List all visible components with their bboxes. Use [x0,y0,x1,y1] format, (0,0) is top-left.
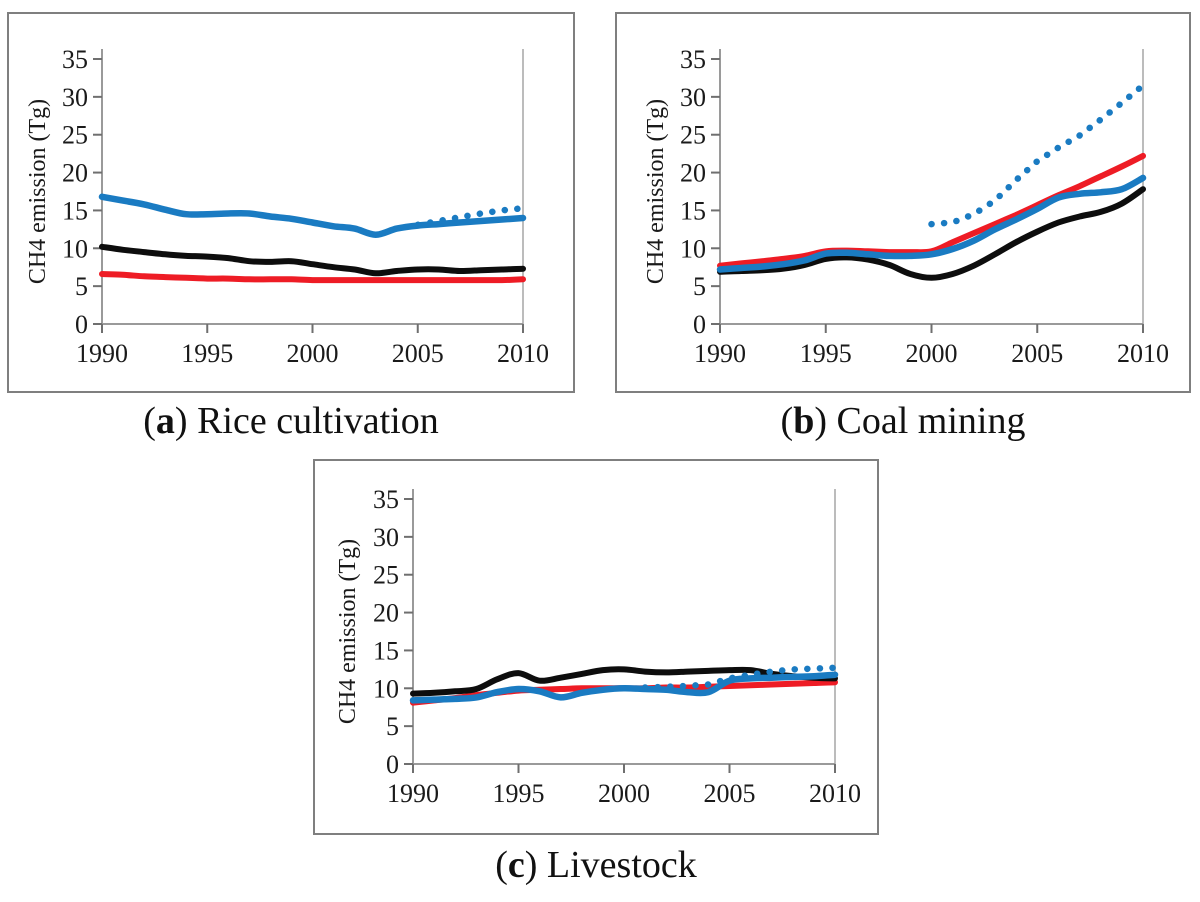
caption-letter: b [793,400,815,442]
svg-text:25: 25 [373,561,399,590]
svg-text:20: 20 [680,159,706,188]
caption-letter: a [155,400,175,442]
svg-text:CH4 emission (Tg): CH4 emission (Tg) [335,539,361,724]
svg-text:20: 20 [373,599,399,628]
caption-paren-open: ( [495,844,508,886]
caption-rice-cultivation: (a) Rice cultivation [7,399,575,443]
svg-text:1995: 1995 [493,779,545,808]
svg-text:2000: 2000 [906,339,958,368]
svg-text:5: 5 [386,712,399,741]
svg-text:15: 15 [680,196,706,225]
svg-text:2005: 2005 [1011,339,1063,368]
svg-text:30: 30 [62,83,88,112]
caption-letter: c [507,844,525,886]
svg-text:2005: 2005 [392,339,444,368]
svg-text:35: 35 [373,485,399,514]
svg-text:2000: 2000 [287,339,339,368]
caption-label: Rice cultivation [197,400,439,442]
caption-paren-close: ) [524,844,547,886]
svg-text:10: 10 [680,234,706,263]
chart-coal-mining: 0 5 10 15 20 25 30 35 1990 1995 2000 2005 2010 CH4 em… [643,45,1169,368]
svg-text:30: 30 [373,523,399,552]
svg-text:10: 10 [373,674,399,703]
svg-text:5: 5 [75,272,88,301]
svg-text:35: 35 [62,45,88,74]
svg-text:1995: 1995 [181,339,233,368]
svg-text:1990: 1990 [387,779,439,808]
panel-livestock: 0 5 10 15 20 25 30 35 1990 1995 2000 2005 2010 CH4 em… [313,459,879,835]
svg-text:2010: 2010 [1117,339,1169,368]
caption-label: Coal mining [836,400,1026,442]
svg-text:25: 25 [62,121,88,150]
caption-paren-open: ( [780,400,794,442]
svg-text:0: 0 [693,310,706,339]
chart-rice-cultivation: 0 5 10 15 20 25 30 35 1990 1995 2000 2005 2010 CH4 em… [25,45,549,368]
svg-text:15: 15 [373,636,399,665]
caption-label: Livestock [546,844,697,886]
svg-text:1990: 1990 [76,339,128,368]
svg-text:0: 0 [386,750,399,779]
svg-text:2005: 2005 [704,779,756,808]
svg-text:1995: 1995 [800,339,852,368]
svg-text:0: 0 [75,310,88,339]
svg-text:10: 10 [62,234,88,263]
svg-text:35: 35 [680,45,706,74]
svg-text:2010: 2010 [809,779,861,808]
caption-coal-mining: (b) Coal mining [615,399,1191,443]
panel-coal-mining: 0 5 10 15 20 25 30 35 1990 1995 2000 2005 2010 CH4 em… [615,12,1191,393]
svg-text:2010: 2010 [497,339,549,368]
svg-text:CH4 emission (Tg): CH4 emission (Tg) [25,99,51,284]
panel-rice-cultivation: 0 5 10 15 20 25 30 35 1990 1995 2000 2005 2010 CH4 em… [7,12,575,393]
caption-paren-close: ) [814,400,837,442]
svg-text:CH4 emission (Tg): CH4 emission (Tg) [643,99,669,284]
svg-text:25: 25 [680,121,706,150]
caption-paren-open: ( [143,400,156,442]
svg-text:2000: 2000 [598,779,650,808]
svg-text:30: 30 [680,83,706,112]
svg-text:20: 20 [62,159,88,188]
svg-text:1990: 1990 [694,339,746,368]
svg-text:15: 15 [62,196,88,225]
svg-text:5: 5 [693,272,706,301]
caption-paren-close: ) [174,400,198,442]
caption-livestock: (c) Livestock [313,843,879,887]
chart-livestock: 0 5 10 15 20 25 30 35 1990 1995 2000 2005 2010 CH4 em… [335,485,861,808]
